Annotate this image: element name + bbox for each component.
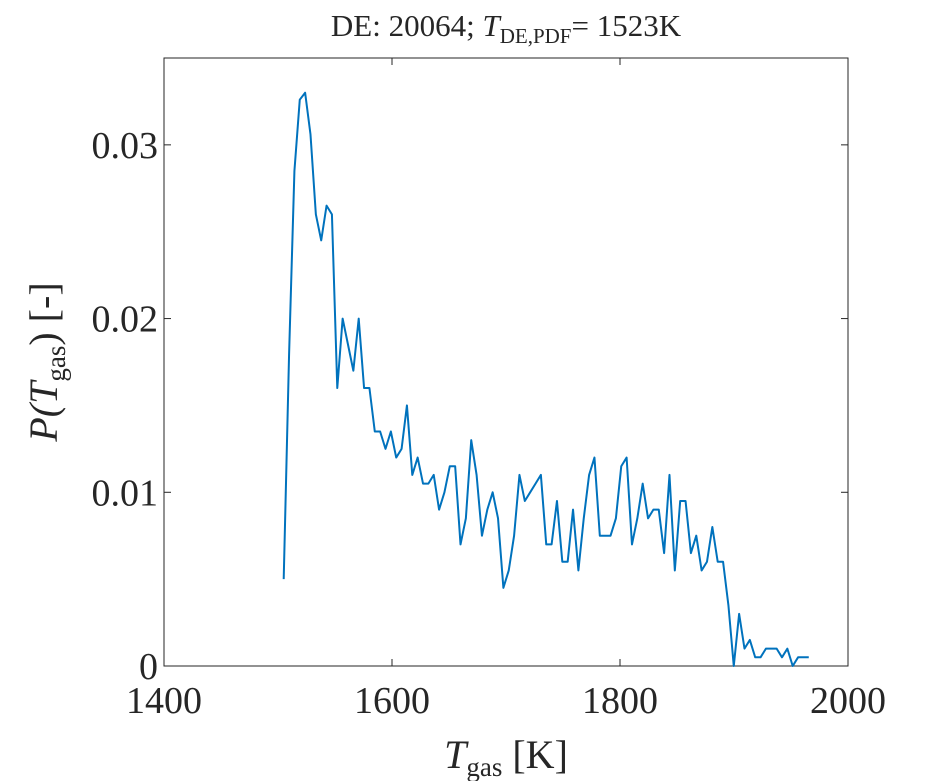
chart-title: DE: 20064; TDE,PDF= 1523K	[331, 8, 682, 48]
data-line	[282, 91, 809, 667]
y-label-prefix: P(	[21, 401, 66, 442]
x-axis-label: Tgas [K]	[444, 732, 568, 781]
x-tick-label: 1800	[582, 680, 658, 722]
title-symbol: T	[482, 8, 502, 43]
y-tick-label: 0.03	[92, 125, 159, 167]
x-label-unit: [K]	[502, 732, 568, 777]
y-label-subscript: gas	[41, 346, 71, 382]
y-tick-label: 0.01	[92, 472, 159, 514]
x-label-subscript: gas	[466, 752, 502, 781]
title-suffix: = 1523K	[571, 8, 681, 43]
y-label-symbol: T	[21, 379, 66, 404]
y-tick-label: 0	[139, 646, 158, 688]
plot-area	[163, 57, 849, 667]
y-axis-label: P(Tgas) [-]	[21, 282, 71, 442]
x-tick-label: 1400	[126, 680, 202, 722]
x-tick-label: 2000	[810, 680, 886, 722]
y-tick-label: 0.02	[92, 299, 159, 341]
title-subscript: DE,PDF	[500, 24, 572, 48]
y-label-suffix: ) [-]	[21, 282, 66, 345]
title-prefix: DE: 20064;	[331, 8, 483, 43]
x-label-symbol: T	[444, 732, 469, 777]
x-tick-label: 1600	[354, 680, 430, 722]
